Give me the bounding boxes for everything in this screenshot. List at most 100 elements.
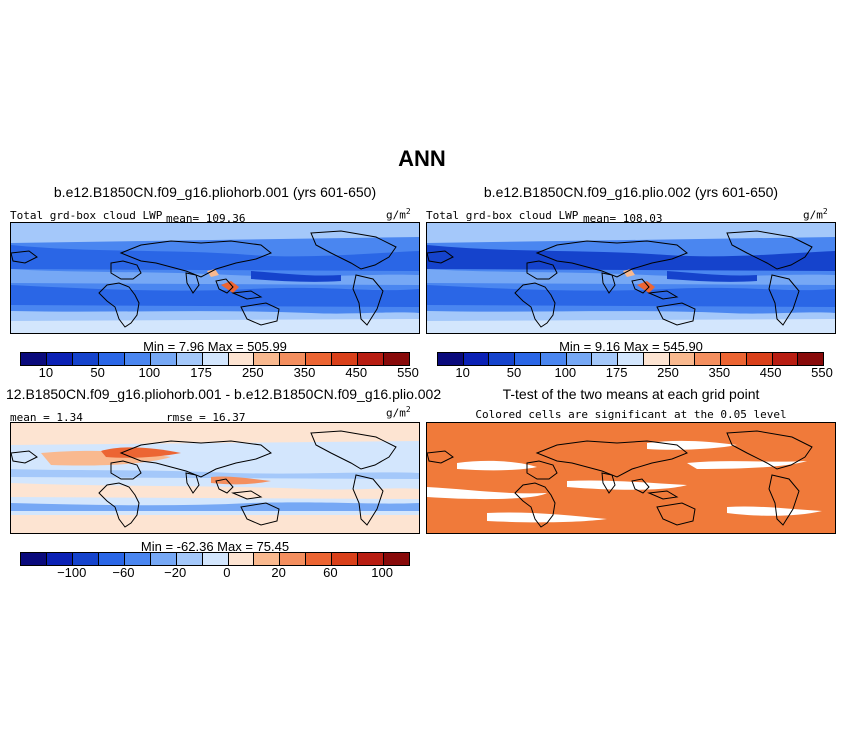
coastline [768,474,800,526]
colorbar-swatch [280,353,307,365]
coastline [11,450,38,464]
colorbar-swatch [515,353,541,365]
colorbar-swatch [384,553,410,565]
coastline [631,278,650,294]
colorbar-swatch [566,353,593,365]
field-contour [427,285,835,307]
coastline [601,272,616,294]
field-contour [623,269,635,277]
panel1-minmax: Min = 7.96 Max = 505.99 [143,339,287,354]
colorbar-swatch [150,353,177,365]
field-contour [427,487,547,500]
field-contour [11,245,419,271]
coastline [119,440,272,478]
coastline [535,440,688,478]
coastline [310,430,397,470]
field-contour [11,223,419,243]
colorbar-tick-label: 450 [759,365,782,380]
field-contour [101,447,181,458]
field-contour [457,460,537,471]
colorbar-swatch [21,553,47,565]
coastline [310,230,397,270]
colorbar-tick-label: 350 [708,365,731,380]
colorbar-tick-label: −20 [164,565,187,580]
panel2-units: g/m2 [803,207,828,222]
colorbar-tick-label: 60 [323,565,338,580]
colorbar-swatch [306,353,333,365]
colorbar-swatch [358,553,385,565]
colorbar-swatch [228,553,255,565]
colorbar-tick-label: 175 [190,365,212,380]
field-contour [647,440,737,450]
coastline [98,482,140,528]
colorbar-tick-label: −60 [112,565,135,580]
colorbar-swatch [695,353,722,365]
colorbar-tick-label: 20 [271,565,286,580]
colorbar-tick-label: 10 [38,365,54,380]
coastline [352,474,384,526]
colorbar-tick-label: 0 [223,565,231,580]
panel1-mean: mean= 109.36 [166,212,246,225]
coastline [240,502,280,526]
coastline [726,430,813,470]
field-contour [11,285,419,307]
field-contour [727,506,822,516]
colorbar-tick-label: −100 [57,565,87,580]
colorbar-swatch [46,353,73,365]
panel1-variable: Total grd-box cloud LWP [10,209,163,222]
colorbar-swatch [98,553,125,565]
colorbar-swatch [669,353,696,365]
colorbar-swatch [124,553,151,565]
field-maximum [221,281,239,293]
colorbar-swatch [202,553,229,565]
colorbar-swatch [176,553,203,565]
colorbar-swatch [618,353,644,365]
coastline [352,274,384,326]
field-contour [11,515,419,533]
panel2-minmax: Min = 9.16 Max = 545.90 [559,339,703,354]
coastline [215,478,234,494]
colorbar-tick-label: 50 [90,365,105,380]
colorbar-swatch [721,353,747,365]
panel3-colorbar [20,552,410,566]
colorbar-swatch [332,553,359,565]
panel3-rmse: rmse = 16.37 [166,411,246,424]
colorbar-tick-label: 100 [371,565,393,580]
colorbar-swatch [798,353,824,365]
colorbar-tick-label: 175 [605,365,628,380]
coastline [185,272,200,294]
colorbar-swatch [489,353,516,365]
coastline [656,302,696,326]
coastline [526,260,558,280]
field-contour [487,512,607,523]
panel3-map [10,422,420,534]
colorbar-swatch [332,353,359,365]
panel3-title: 12.B1850CN.f09_g16.pliohorb.001 - b.e12.… [6,386,442,402]
colorbar-swatch [254,553,281,565]
colorbar-swatch [384,353,410,365]
panel1-title: b.e12.B1850CN.f09_g16.pliohorb.001 (yrs … [53,184,377,200]
colorbar-swatch [124,353,151,365]
colorbar-swatch [21,353,47,365]
map-field [11,223,419,333]
field-contour [11,423,419,445]
colorbar-swatch [254,353,281,365]
field-contour [427,245,835,271]
coastline [119,240,272,278]
map-field [427,223,835,333]
colorbar-tick-label: 100 [554,365,577,380]
coastline [110,260,142,280]
colorbar-tick-label: 450 [345,365,368,380]
coastline [656,502,696,526]
coastline [185,472,200,494]
panel2-colorbar-labels: 10 50 100 175 250 350 450 550 [437,365,832,381]
field-maximum [637,281,655,293]
coastline [514,482,556,528]
coastline [768,274,800,326]
field-contour [567,480,687,490]
main-title: ANN [398,146,446,171]
field-contour [251,271,341,282]
colorbar-swatch [72,353,99,365]
panel2-variable: Total grd-box cloud LWP [426,209,579,222]
coastline [215,278,234,294]
